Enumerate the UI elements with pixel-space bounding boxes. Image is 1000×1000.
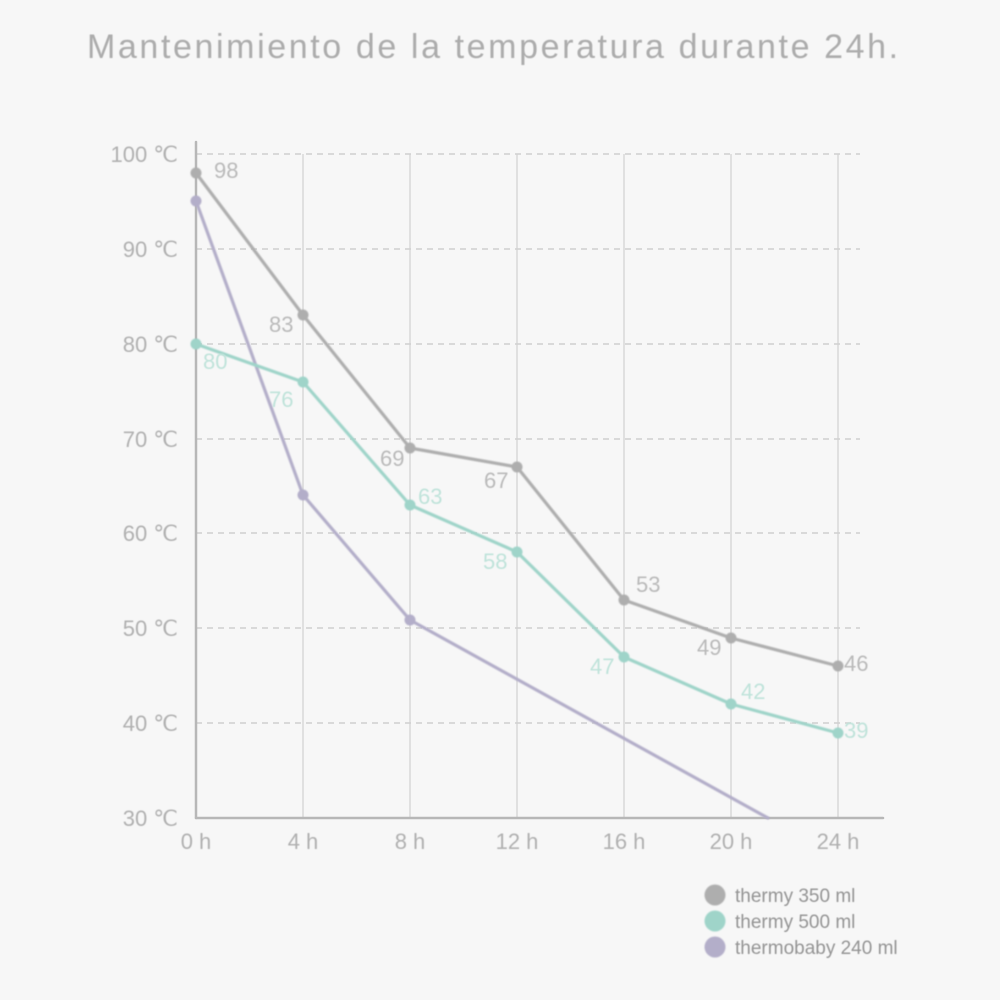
svg-text:53: 53 [636, 572, 660, 597]
svg-text:80 ℃: 80 ℃ [123, 332, 178, 357]
svg-text:76: 76 [269, 387, 293, 412]
svg-text:39: 39 [844, 718, 868, 743]
svg-text:20 h: 20 h [710, 829, 753, 854]
svg-text:8 h: 8 h [395, 829, 426, 854]
svg-text:30 ℃: 30 ℃ [123, 806, 178, 831]
svg-text:69: 69 [380, 446, 404, 471]
svg-text:60 ℃: 60 ℃ [123, 521, 178, 546]
svg-text:80: 80 [203, 349, 227, 374]
svg-text:46: 46 [844, 651, 868, 676]
svg-text:42: 42 [741, 679, 765, 704]
svg-text:70 ℃: 70 ℃ [123, 427, 178, 452]
svg-text:49: 49 [697, 635, 721, 660]
svg-text:47: 47 [590, 654, 614, 679]
svg-text:63: 63 [418, 484, 442, 509]
svg-text:98: 98 [214, 158, 238, 183]
svg-text:thermy 350 ml: thermy 350 ml [735, 886, 855, 907]
svg-text:83: 83 [269, 312, 293, 337]
svg-text:50 ℃: 50 ℃ [123, 616, 178, 641]
svg-text:100 ℃: 100 ℃ [110, 142, 178, 167]
svg-text:40 ℃: 40 ℃ [123, 711, 178, 736]
svg-text:24 h: 24 h [817, 829, 860, 854]
svg-text:thermobaby 240 ml: thermobaby 240 ml [735, 938, 898, 959]
svg-text:16 h: 16 h [603, 829, 646, 854]
svg-text:12 h: 12 h [496, 829, 539, 854]
svg-text:67: 67 [484, 468, 508, 493]
svg-text:thermy 500 ml: thermy 500 ml [735, 912, 855, 933]
svg-text:58: 58 [483, 549, 507, 574]
svg-text:4 h: 4 h [288, 829, 319, 854]
svg-text:90 ℃: 90 ℃ [123, 237, 178, 262]
svg-text:0 h: 0 h [181, 829, 212, 854]
